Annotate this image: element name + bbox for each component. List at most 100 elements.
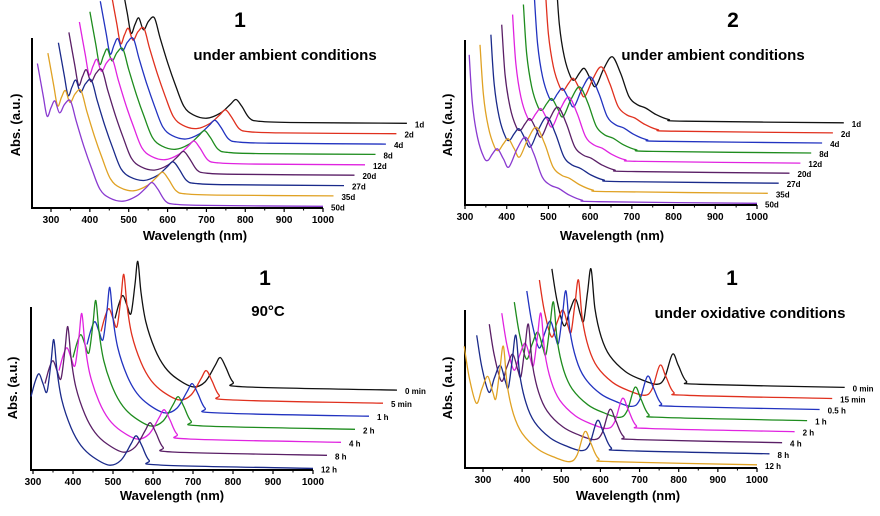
series-line-27d [57, 42, 345, 187]
series-line-50d [36, 63, 324, 207]
x-tick-label: 700 [631, 475, 648, 486]
x-tick-label: 800 [225, 477, 242, 488]
x-tick-label: 700 [198, 215, 215, 226]
series-line-15-min [538, 279, 833, 400]
series-line-4-h [488, 323, 783, 444]
x-tick-label: 1000 [312, 215, 335, 226]
panel-subtitle: under ambient conditions [621, 47, 804, 64]
series-label: 35d [341, 193, 355, 202]
series-line-35d [479, 44, 768, 194]
series-label: 2 h [363, 426, 375, 435]
x-tick-label: 600 [592, 475, 609, 486]
series-label: 4 h [349, 439, 361, 448]
y-axis-label: Abs. (a.u.) [440, 94, 455, 157]
x-tick-label: 400 [514, 475, 531, 486]
series-line-0-min [551, 268, 845, 389]
x-tick-label: 500 [105, 477, 122, 488]
series-label: 1d [852, 120, 861, 129]
series-label: 20d [362, 172, 376, 181]
series-label: 2d [841, 130, 850, 139]
series-line-8-h [476, 334, 770, 455]
series-line-27d [490, 34, 779, 184]
panel-subtitle: 90°C [251, 303, 285, 320]
series-line-5-min [100, 273, 384, 404]
x-tick-label: 400 [498, 212, 515, 223]
y-axis-label: Abs. (a.u.) [440, 357, 455, 420]
series-label: 1d [415, 120, 424, 129]
series-line-2-h [72, 299, 356, 430]
x-tick-label: 300 [25, 477, 42, 488]
panel-title: 2 [727, 9, 739, 32]
series-label: 1 h [815, 418, 827, 427]
series-label: 8d [383, 151, 392, 160]
x-tick-label: 800 [670, 475, 687, 486]
y-axis-label: Abs. (a.u.) [8, 94, 23, 157]
panel-subtitle: under oxidative conditions [655, 305, 846, 322]
series-label: 15 min [840, 395, 865, 404]
series-label: 8 h [778, 451, 790, 460]
series-label: 2d [404, 131, 413, 140]
series-line-20d [68, 32, 355, 176]
series-label: 0.5 h [828, 407, 846, 416]
series-label: 4d [394, 141, 403, 150]
series-line-8d [522, 4, 812, 154]
x-tick-label: 400 [82, 215, 99, 226]
x-tick-label: 500 [540, 212, 557, 223]
x-tick-label: 1000 [746, 212, 769, 223]
panel-4: 300 400 500 600 700 800 900 1000 0 min 15 min 0.5 … [440, 267, 874, 503]
series-line-1d [124, 0, 407, 124]
series-line-4d [533, 0, 823, 144]
x-tick-label: 300 [43, 215, 60, 226]
series-line-12-h [30, 338, 314, 470]
panel-title: 1 [234, 9, 246, 32]
series-line-20d [501, 24, 790, 174]
series-line-35d [47, 52, 334, 197]
panel-subtitle: under ambient conditions [193, 47, 376, 64]
series-label: 12d [808, 160, 822, 169]
x-tick-label: 600 [582, 212, 599, 223]
x-tick-label: 300 [475, 475, 492, 486]
series-label: 12 h [321, 465, 337, 474]
series-label: 8d [819, 150, 828, 159]
series-label: 27d [352, 183, 366, 192]
x-axis-label: Wavelength (nm) [143, 228, 247, 243]
x-tick-label: 1000 [746, 475, 769, 486]
series-label: 5 min [391, 400, 412, 409]
series-label: 8 h [335, 452, 347, 461]
x-tick-label: 800 [665, 212, 682, 223]
series-line-4-h [58, 312, 342, 443]
x-tick-label: 300 [457, 212, 474, 223]
x-axis-label: Wavelength (nm) [120, 488, 224, 503]
series-label: 0 min [853, 384, 874, 393]
series-label: 1 h [377, 413, 389, 422]
series-label: 0 min [405, 387, 426, 396]
series-line-0.5-h [526, 290, 820, 411]
x-tick-label: 600 [145, 477, 162, 488]
panel-2: 300 400 500 600 700 800 900 10001d2d4d8d12d20d2… [440, 0, 861, 243]
series-label: 50d [765, 200, 779, 209]
series-line-50d [468, 54, 758, 204]
series-line-12-h [463, 345, 758, 466]
series-label: 50d [331, 203, 345, 212]
series-label: 4 h [790, 440, 802, 449]
x-tick-label: 900 [710, 475, 727, 486]
series-line-0-min [114, 260, 398, 391]
series-line-8-h [44, 325, 328, 456]
x-axis-label: Wavelength (nm) [576, 488, 680, 503]
x-tick-label: 900 [276, 215, 293, 226]
series-line-2-h [501, 312, 795, 433]
x-tick-label: 700 [624, 212, 641, 223]
x-tick-label: 800 [237, 215, 254, 226]
series-label: 27d [787, 180, 801, 189]
series-line-12d [78, 21, 366, 166]
series-label: 2 h [803, 429, 815, 438]
x-tick-label: 600 [159, 215, 176, 226]
series-label: 12d [373, 162, 387, 171]
panel-title: 1 [726, 267, 738, 290]
series-label: 12 h [765, 462, 781, 471]
series-line-4d [99, 1, 386, 145]
